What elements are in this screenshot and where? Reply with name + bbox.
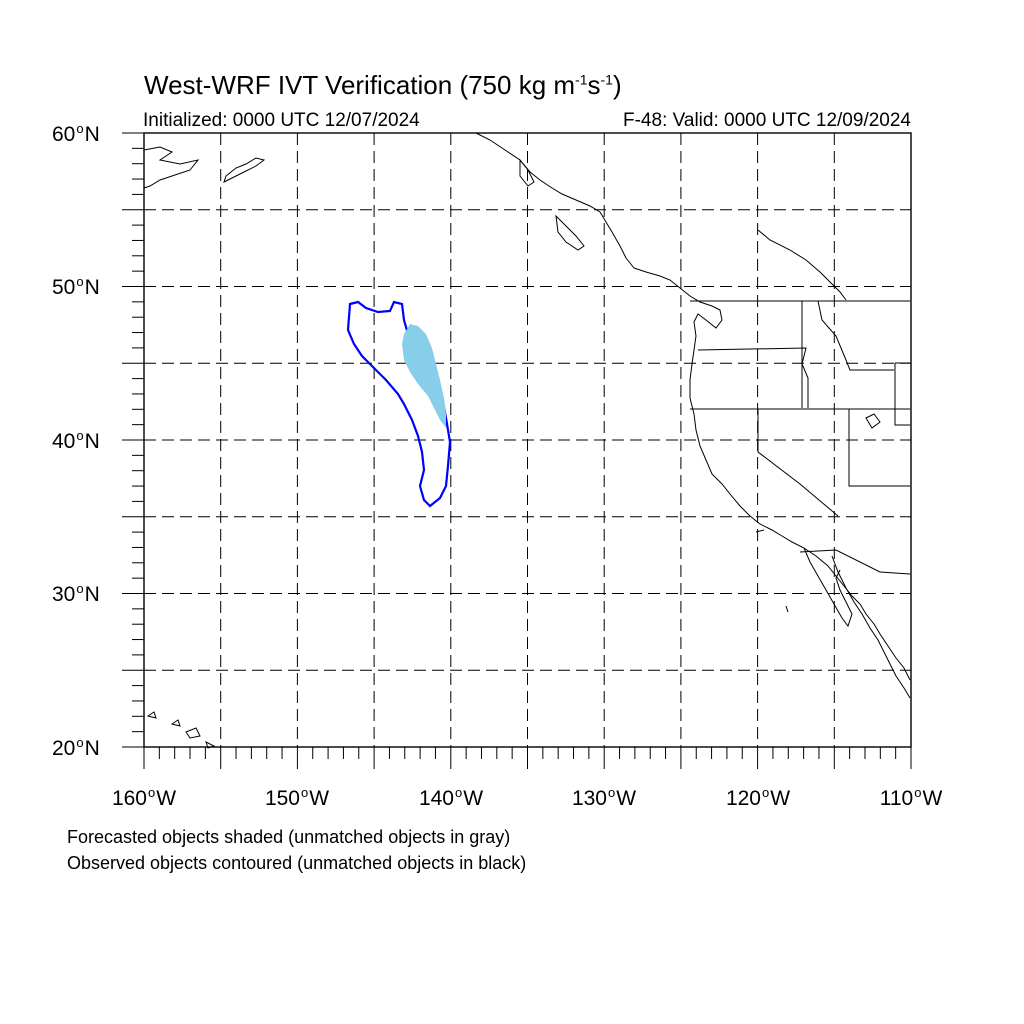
grid-lines — [144, 133, 911, 747]
baja-peninsula — [831, 555, 911, 699]
figure-title: West-WRF IVT Verification (750 kg m-1s-1… — [144, 70, 622, 100]
wa-or-border — [697, 347, 809, 408]
nv-ut-border — [848, 409, 910, 487]
valid-time-label: F-48: Valid: 0000 UTC 12/09/2024 — [623, 110, 911, 131]
lon-label-110w: 110oW — [879, 785, 943, 810]
lat-label-50n: 50oN — [52, 274, 100, 299]
axis-ticks — [122, 132, 912, 769]
canada-interior-line — [757, 229, 847, 301]
forecast-note: Forecasted objects shaded (unmatched obj… — [67, 827, 511, 847]
map-frame — [143, 132, 912, 748]
great-salt-lake — [865, 413, 881, 429]
channel-islands — [755, 529, 789, 613]
coastlines — [143, 132, 911, 749]
bc-coast — [475, 132, 911, 681]
init-time-label: Initialized: 0000 UTC 12/07/2024 — [143, 110, 420, 131]
montana-border — [817, 300, 894, 371]
lat-label-20n: 20oN — [52, 735, 100, 760]
baja-california — [803, 547, 853, 628]
lon-label-150w: 150oW — [264, 785, 330, 810]
observed-ivt-object-contour — [346, 300, 452, 508]
forecast-ivt-object-shaded — [402, 324, 446, 428]
observed-note: Observed objects contoured (unmatched ob… — [67, 853, 527, 873]
vancouver-island — [555, 214, 585, 251]
lon-label-160w: 160oW — [111, 785, 177, 810]
lat-label-60n: 60oN — [52, 121, 100, 146]
haida-gwaii — [519, 158, 535, 187]
ca-nv-border — [757, 409, 839, 517]
lon-label-140w: 140oW — [418, 785, 484, 810]
alaska-islands — [223, 157, 266, 183]
lat-label-30n: 30oN — [52, 581, 100, 606]
lon-label-120w: 120oW — [725, 785, 791, 810]
utah-border — [894, 362, 910, 426]
lon-label-130w: 130oW — [571, 785, 637, 810]
mexico-border — [799, 549, 911, 575]
lat-label-40n: 40oN — [52, 428, 100, 453]
hawaii-islands — [146, 711, 216, 749]
alaska-coast — [143, 146, 200, 189]
